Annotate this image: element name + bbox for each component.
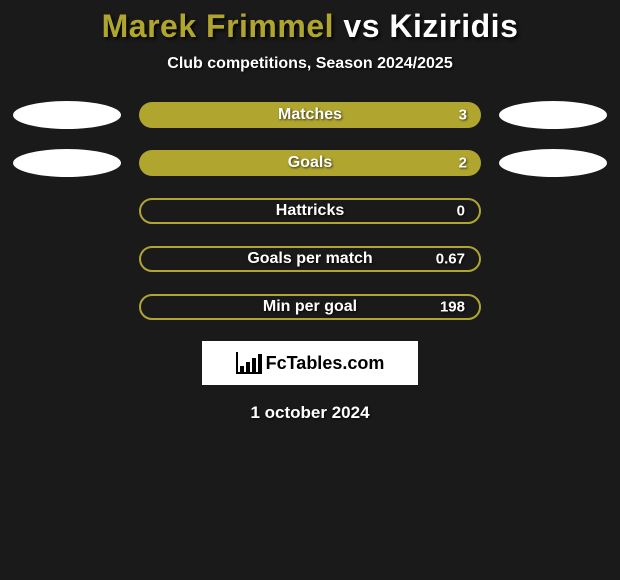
stat-bar: Goals 2 [139,150,481,176]
logo-text: FcTables.com [266,353,385,374]
title-player2: Kiziridis [389,8,518,44]
stat-value: 3 [459,107,467,124]
stat-bar: Min per goal 198 [139,294,481,320]
barchart-icon [236,352,262,374]
stat-row: Goals per match 0.67 [0,245,620,273]
date-text: 1 october 2024 [0,403,620,423]
right-ellipse [499,101,607,129]
stat-row: Goals 2 [0,149,620,177]
title-player1: Marek Frimmel [102,8,334,44]
stat-bar: Hattricks 0 [139,198,481,224]
left-ellipse [13,149,121,177]
stat-row: Hattricks 0 [0,197,620,225]
stat-value: 0.67 [436,251,465,268]
stat-value: 198 [440,299,465,316]
stat-value: 2 [459,155,467,172]
logo-box: FcTables.com [202,341,418,385]
stat-label: Goals per match [247,250,372,268]
page-title: Marek Frimmel vs Kiziridis [0,8,620,45]
stat-label: Matches [278,106,342,124]
stat-rows: Matches 3 Goals 2 Hattricks 0 Goals per match 0… [0,101,620,321]
comparison-infographic: Marek Frimmel vs Kiziridis Club competit… [0,0,620,423]
stat-label: Min per goal [263,298,357,316]
title-vs: vs [343,8,380,44]
subtitle: Club competitions, Season 2024/2025 [0,55,620,73]
stat-bar: Matches 3 [139,102,481,128]
stat-bar: Goals per match 0.67 [139,246,481,272]
stat-label: Hattricks [276,202,344,220]
right-ellipse [499,149,607,177]
stat-label: Goals [288,154,332,172]
stat-row: Matches 3 [0,101,620,129]
left-ellipse [13,101,121,129]
stat-value: 0 [457,203,465,220]
stat-row: Min per goal 198 [0,293,620,321]
